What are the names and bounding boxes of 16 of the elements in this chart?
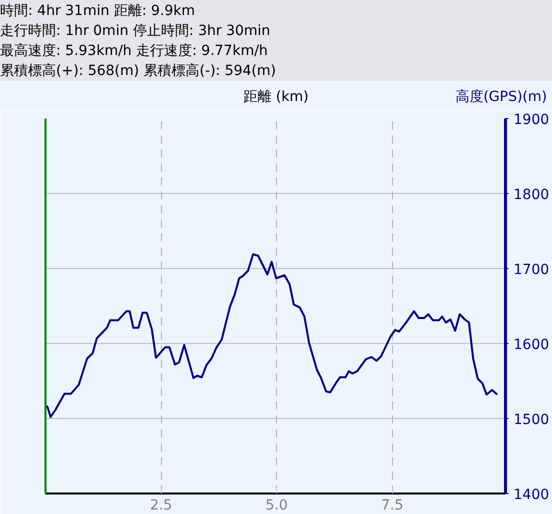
y-tick-label: 1900: [514, 112, 550, 128]
y-tick-label: 1400: [514, 487, 550, 503]
y-axis-title: 高度(GPS)(m): [455, 88, 547, 107]
x-tick-label: 7.5: [381, 498, 404, 514]
x-axis-title: 距離 (km): [243, 89, 309, 105]
text: 累積標高(+): 568(m) 累積標高(-): 594(m): [0, 62, 277, 81]
y-tick-label: 1800: [514, 187, 550, 203]
y-tick-label: 1600: [514, 337, 550, 353]
y-tick-label: 1700: [514, 262, 550, 278]
x-tick-label: 5.0: [266, 498, 288, 514]
text: 最高速度: 5.93km/h 走行速度: 9.77km/h: [0, 42, 269, 61]
text: 時間: 4hr 31min 距離: 9.9km: [0, 2, 196, 21]
y-tick-label: 1500: [514, 412, 550, 428]
line-series: [46, 253, 498, 418]
x-tick-label: 2.5: [150, 498, 172, 514]
text: 走行時間: 1hr 0min 停止時間: 3hr 30min: [0, 22, 272, 41]
